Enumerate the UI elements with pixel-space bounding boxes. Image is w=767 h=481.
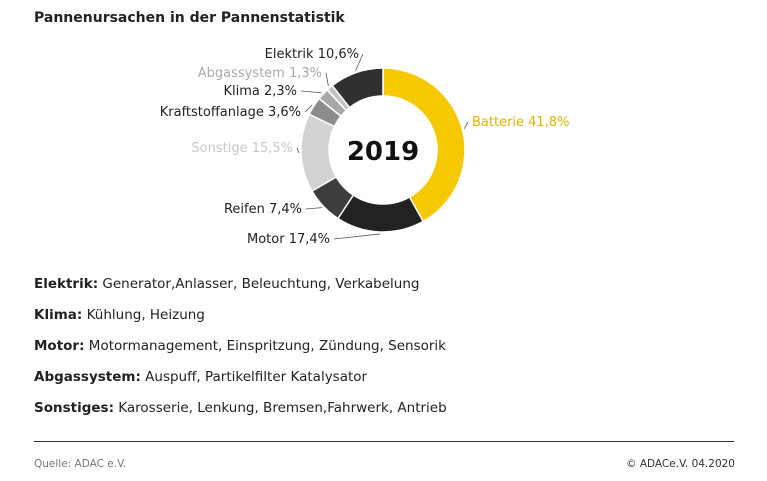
definitions-list: Elektrik: Generator,Anlasser, Beleuchtun… xyxy=(34,274,447,429)
source-note: Quelle: ADAC e.V. xyxy=(34,458,127,470)
slice-label: Abgassystem 1,3% xyxy=(198,66,322,81)
definition-text: Generator,Anlasser, Beleuchtung, Verkabe… xyxy=(98,276,420,292)
definition-text: Motormanagement, Einspritzung, Zündung, … xyxy=(84,338,447,354)
leader-line xyxy=(325,72,329,87)
leader-line xyxy=(463,121,469,129)
leader-line xyxy=(304,104,313,113)
slice-label: Elektrik 10,6% xyxy=(265,47,359,62)
chart-title: Pannenursachen in der Pannenstatistik xyxy=(34,10,345,26)
leader-line xyxy=(333,233,381,240)
slice-label: Batterie 41,8% xyxy=(472,115,569,130)
definition-row: Motor: Motormanagement, Einspritzung, Zü… xyxy=(34,336,447,367)
donut-slice xyxy=(300,113,338,193)
definition-row: Abgassystem: Auspuff, Partikelfilter Kat… xyxy=(34,367,447,398)
definition-text: Karosserie, Lenkung, Bremsen,Fahrwerk, A… xyxy=(113,400,447,416)
definition-row: Elektrik: Generator,Anlasser, Beleuchtun… xyxy=(34,274,447,305)
slice-label: Klima 2,3% xyxy=(223,84,297,99)
leader-line xyxy=(300,90,322,94)
definition-term: Elektrik: xyxy=(34,276,99,292)
definition-term: Motor: xyxy=(34,338,85,354)
definition-text: Auspuff, Partikelfilter Katalysator xyxy=(140,369,368,385)
copyright-note: © ADACe.V. 04.2020 xyxy=(626,458,735,470)
slice-label: Kraftstoffanlage 3,6% xyxy=(160,105,301,120)
leader-line xyxy=(305,207,322,210)
slice-label: Motor 17,4% xyxy=(247,232,330,247)
center-year-label: 2019 xyxy=(347,137,419,167)
definition-term: Klima: xyxy=(34,307,83,323)
leader-line xyxy=(296,147,300,154)
leader-line xyxy=(355,53,364,71)
slice-label: Sonstige 15,5% xyxy=(191,141,293,156)
definition-row: Klima: Kühlung, Heizung xyxy=(34,305,447,336)
donut-slice xyxy=(382,67,466,223)
donut-slice xyxy=(336,194,425,233)
definition-term: Abgassystem: xyxy=(34,369,141,385)
slice-label: Reifen 7,4% xyxy=(224,202,302,217)
definition-text: Kühlung, Heizung xyxy=(82,307,205,323)
donut-chart: Batterie 41,8% Motor 17,4% Reifen 7,4% Sons… xyxy=(160,47,570,247)
divider xyxy=(34,441,734,442)
donut-slice xyxy=(331,67,384,109)
definition-term: Sonstiges: xyxy=(34,400,114,416)
definition-row: Sonstiges: Karosserie, Lenkung, Bremsen,… xyxy=(34,398,447,429)
